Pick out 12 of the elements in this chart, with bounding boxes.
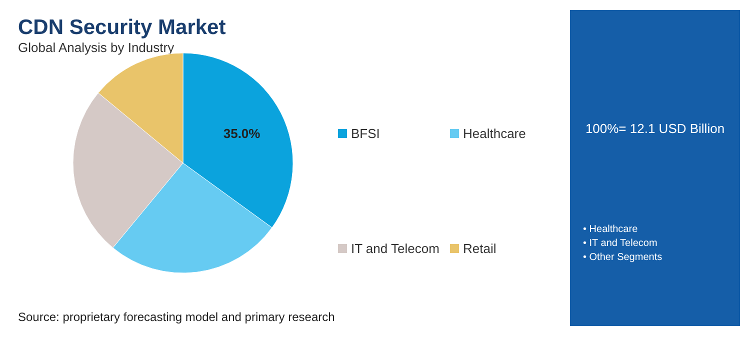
source-note: Source: proprietary forecasting model and primary research bbox=[18, 310, 335, 324]
legend-label: BFSI bbox=[351, 126, 380, 141]
chart-title: CDN Security Market bbox=[18, 16, 226, 39]
data-label: 35.0% bbox=[223, 126, 261, 142]
legend-label: Retail bbox=[463, 241, 496, 256]
text: • Other Segments bbox=[583, 252, 662, 263]
text: 100%= 12.1 USD Billion bbox=[585, 121, 725, 136]
legend-label: Healthcare bbox=[463, 126, 526, 141]
text: • IT and Telecom bbox=[583, 238, 658, 249]
legend-label: IT and Telecom bbox=[351, 241, 440, 256]
chart-subtitle: Global Analysis by Industry bbox=[18, 40, 175, 55]
text: • Healthcare bbox=[583, 224, 638, 235]
